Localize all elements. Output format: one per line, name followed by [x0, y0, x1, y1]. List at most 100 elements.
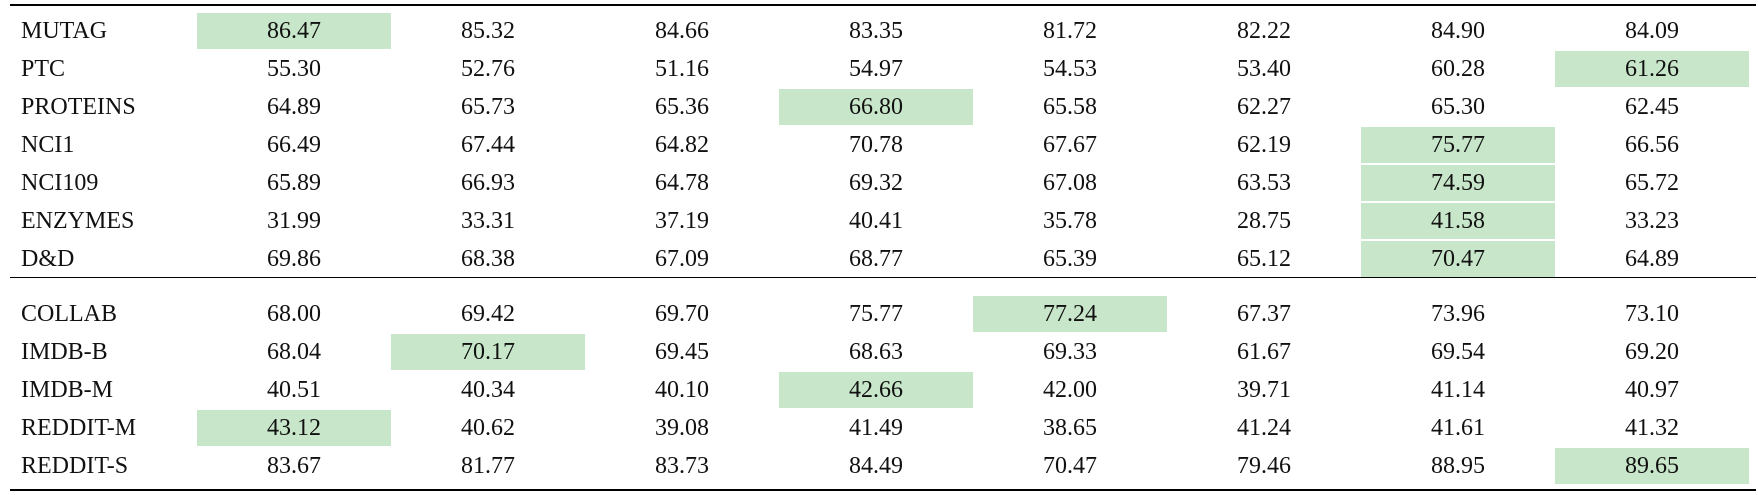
value-cell: 64.89: [1625, 246, 1679, 272]
value-cell: 41.24: [1237, 415, 1291, 441]
value-cell: 82.22: [1237, 18, 1291, 44]
value-cell: 42.00: [1043, 377, 1097, 403]
value-cell: 65.36: [655, 94, 709, 120]
bottom-rule: [10, 489, 1756, 491]
value-cell: 54.97: [849, 56, 903, 82]
value-cell: 84.90: [1431, 18, 1485, 44]
value-cell: 40.51: [267, 377, 321, 403]
value-cell: 51.16: [655, 56, 709, 82]
value-cell: 40.10: [655, 377, 709, 403]
value-cell: 40.41: [849, 208, 903, 234]
value-cell: 40.97: [1625, 377, 1679, 403]
value-cell: 39.08: [655, 415, 709, 441]
row-label: REDDIT-S: [21, 453, 129, 479]
value-cell: 41.49: [849, 415, 903, 441]
value-cell: 65.73: [461, 94, 515, 120]
value-cell: 61.26: [1555, 51, 1749, 87]
row-label: MUTAG: [21, 18, 108, 44]
value-cell: 64.89: [267, 94, 321, 120]
row-label: ENZYMES: [21, 208, 135, 234]
value-cell: 69.54: [1431, 339, 1485, 365]
value-cell: 40.62: [461, 415, 515, 441]
value-cell: 67.44: [461, 132, 515, 158]
value-cell: 62.45: [1625, 94, 1679, 120]
value-cell: 66.56: [1625, 132, 1679, 158]
value-cell: 69.70: [655, 301, 709, 327]
row-label: NCI1: [21, 132, 75, 158]
value-cell: 65.58: [1043, 94, 1097, 120]
value-cell: 69.32: [849, 170, 903, 196]
value-cell: 35.78: [1043, 208, 1097, 234]
value-cell: 68.00: [267, 301, 321, 327]
value-cell: 73.96: [1431, 301, 1485, 327]
value-cell: 67.37: [1237, 301, 1291, 327]
value-cell: 83.67: [267, 453, 321, 479]
value-cell: 65.72: [1625, 170, 1679, 196]
value-cell: 41.32: [1625, 415, 1679, 441]
value-cell: 63.53: [1237, 170, 1291, 196]
value-cell: 40.34: [461, 377, 515, 403]
value-cell: 55.30: [267, 56, 321, 82]
value-cell: 65.39: [1043, 246, 1097, 272]
value-cell: 60.28: [1431, 56, 1485, 82]
value-cell: 81.77: [461, 453, 515, 479]
value-cell: 85.32: [461, 18, 515, 44]
value-cell: 69.33: [1043, 339, 1097, 365]
value-cell: 65.12: [1237, 246, 1291, 272]
value-cell: 37.19: [655, 208, 709, 234]
value-cell: 33.31: [461, 208, 515, 234]
value-cell: 70.47: [1043, 453, 1097, 479]
value-cell: 64.82: [655, 132, 709, 158]
value-cell: 89.65: [1555, 448, 1749, 484]
value-cell: 70.17: [391, 334, 585, 370]
value-cell: 68.63: [849, 339, 903, 365]
value-cell: 69.42: [461, 301, 515, 327]
value-cell: 68.04: [267, 339, 321, 365]
row-label: PTC: [21, 56, 66, 82]
value-cell: 81.72: [1043, 18, 1097, 44]
row-label: IMDB-B: [21, 339, 108, 365]
value-cell: 84.49: [849, 453, 903, 479]
value-cell: 61.67: [1237, 339, 1291, 365]
value-cell: 33.23: [1625, 208, 1679, 234]
value-cell: 67.09: [655, 246, 709, 272]
value-cell: 53.40: [1237, 56, 1291, 82]
value-cell: 88.95: [1431, 453, 1485, 479]
value-cell: 52.76: [461, 56, 515, 82]
value-cell: 62.27: [1237, 94, 1291, 120]
value-cell: 66.93: [461, 170, 515, 196]
value-cell: 75.77: [849, 301, 903, 327]
value-cell: 70.47: [1361, 241, 1555, 277]
value-cell: 62.19: [1237, 132, 1291, 158]
value-cell: 70.78: [849, 132, 903, 158]
value-cell: 41.58: [1361, 203, 1555, 239]
value-cell: 69.20: [1625, 339, 1679, 365]
value-cell: 64.78: [655, 170, 709, 196]
value-cell: 65.30: [1431, 94, 1485, 120]
value-cell: 79.46: [1237, 453, 1291, 479]
row-label: IMDB-M: [21, 377, 114, 403]
value-cell: 67.08: [1043, 170, 1097, 196]
value-cell: 68.38: [461, 246, 515, 272]
value-cell: 43.12: [197, 410, 391, 446]
value-cell: 75.77: [1361, 127, 1555, 163]
value-cell: 66.49: [267, 132, 321, 158]
top-rule: [10, 4, 1756, 6]
value-cell: 41.61: [1431, 415, 1485, 441]
value-cell: 84.09: [1625, 18, 1679, 44]
value-cell: 39.71: [1237, 377, 1291, 403]
value-cell: 69.45: [655, 339, 709, 365]
value-cell: 66.80: [779, 89, 973, 125]
value-cell: 41.14: [1431, 377, 1485, 403]
value-cell: 73.10: [1625, 301, 1679, 327]
value-cell: 54.53: [1043, 56, 1097, 82]
value-cell: 74.59: [1361, 165, 1555, 201]
value-cell: 86.47: [197, 13, 391, 49]
value-cell: 42.66: [779, 372, 973, 408]
row-label: NCI109: [21, 170, 99, 196]
row-label: D&D: [21, 246, 75, 272]
value-cell: 65.89: [267, 170, 321, 196]
value-cell: 69.86: [267, 246, 321, 272]
row-label: REDDIT-M: [21, 415, 137, 441]
